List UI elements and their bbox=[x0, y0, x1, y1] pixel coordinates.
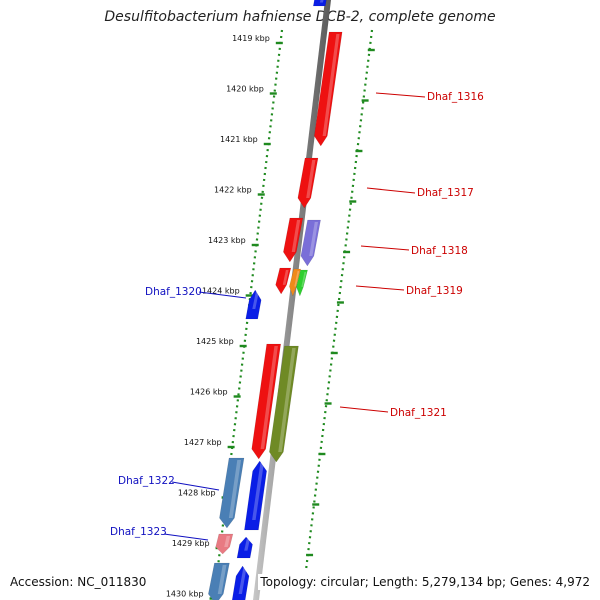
feature-dhaf-1319-b-shine bbox=[294, 271, 300, 287]
kbp-tick-label: 1430 kbp bbox=[166, 590, 204, 599]
feature-dhaf-1318-body bbox=[283, 217, 304, 263]
label-dhaf-1321: Dhaf_1321 bbox=[390, 407, 447, 419]
feature-dhaf-1318-b-shine bbox=[309, 222, 318, 256]
genome-title: Desulfitobacterium hafniense DCB-2, comp… bbox=[104, 9, 496, 25]
feature-dhaf-1320-body bbox=[245, 289, 262, 320]
gene-labels: Dhaf_1316 Dhaf_1317 Dhaf_1318 Dhaf_1319 Dhaf… bbox=[110, 91, 484, 541]
feature-dhaf-1321-b bbox=[269, 345, 299, 463]
feature-dhaf-1316 bbox=[314, 31, 343, 147]
label-dhaf-1322-leader bbox=[171, 481, 220, 491]
feature-dhaf-1320 bbox=[245, 289, 262, 320]
label-dhaf-1317: Dhaf_1317 bbox=[417, 187, 474, 199]
feature-dhaf-1322-shine bbox=[228, 460, 242, 518]
feature-dhaf-1317-body bbox=[297, 157, 319, 209]
kbp-tick-label: 1423 kbp bbox=[208, 236, 246, 245]
label-dhaf-1319-leader bbox=[355, 285, 405, 291]
feature-dhaf-1322-b-body bbox=[244, 460, 267, 531]
feature-dhaf-1319-b-body bbox=[289, 268, 302, 297]
label-dhaf-1320: Dhaf_1320 bbox=[145, 286, 202, 298]
feature-bottom-partial-shine bbox=[217, 565, 227, 594]
feature-dhaf-1322 bbox=[219, 457, 245, 529]
feature-dhaf-1321-b-body bbox=[269, 345, 299, 463]
feature-dhaf-1319-c bbox=[296, 269, 308, 297]
feature-dhaf-1317 bbox=[297, 157, 319, 209]
feature-dhaf-1321-b-shine bbox=[278, 348, 296, 452]
feature-dhaf-1316-shine bbox=[322, 34, 340, 136]
kbp-tick-label: 1426 kbp bbox=[190, 388, 228, 397]
dotted-scale-lines bbox=[212, 29, 374, 600]
feature-dhaf-1319-c-body bbox=[296, 269, 308, 297]
feature-top-partial-body bbox=[312, 0, 327, 7]
feature-dhaf-1318 bbox=[283, 217, 304, 263]
feature-dhaf-1323-body bbox=[215, 533, 234, 555]
feature-dhaf-1318-b bbox=[300, 219, 321, 267]
feature-dhaf-1318-b-body bbox=[300, 219, 321, 267]
feature-dhaf-1322-body bbox=[219, 457, 245, 529]
label-dhaf-1317-leader bbox=[366, 187, 416, 194]
kbp-tick-label: 1420 kbp bbox=[226, 85, 264, 94]
feature-bottom-partial bbox=[208, 562, 230, 600]
label-dhaf-1318: Dhaf_1318 bbox=[411, 245, 468, 257]
label-dhaf-1318-leader bbox=[360, 245, 410, 251]
right-dotted-line bbox=[305, 29, 374, 569]
feature-dhaf-1321 bbox=[251, 343, 282, 460]
label-dhaf-1322: Dhaf_1322 bbox=[118, 475, 175, 487]
feature-dhaf-1319-shine bbox=[282, 270, 289, 285]
label-dhaf-1323-leader bbox=[163, 533, 209, 541]
feature-dhaf-1319-b bbox=[289, 268, 302, 297]
label-dhaf-1323: Dhaf_1323 bbox=[110, 526, 167, 538]
feature-dhaf-1323 bbox=[215, 533, 234, 555]
kbp-tick-label: 1429 kbp bbox=[172, 539, 210, 548]
feature-dhaf-1321-body bbox=[251, 343, 282, 460]
feature-top-partial-shine bbox=[319, 0, 324, 3]
feature-dhaf-1317-shine bbox=[306, 160, 316, 198]
topology-text: Topology: circular; Length: 5,279,134 bp… bbox=[258, 574, 592, 590]
label-dhaf-1320-leader bbox=[198, 291, 247, 299]
feature-dhaf-1323-b bbox=[236, 536, 253, 559]
feature-dhaf-1322-b-shine bbox=[252, 463, 264, 520]
feature-bottom-partial-b-body bbox=[231, 565, 250, 600]
feature-dhaf-1323-b-shine bbox=[244, 539, 250, 551]
feature-dhaf-1323-shine bbox=[224, 536, 231, 547]
feature-bottom-partial-b bbox=[231, 565, 250, 600]
kbp-tick-label: 1419 kbp bbox=[232, 34, 270, 43]
feature-dhaf-1323-b-body bbox=[236, 536, 253, 559]
feature-bottom-partial-b-shine bbox=[238, 568, 247, 594]
kbp-tick-label: 1422 kbp bbox=[214, 186, 252, 195]
feature-dhaf-1319-c-shine bbox=[301, 272, 307, 287]
label-dhaf-1321-leader bbox=[339, 406, 389, 413]
feature-dhaf-1320-shine bbox=[252, 292, 259, 309]
feature-top-partial bbox=[312, 0, 327, 7]
kbp-tick-label: 1427 kbp bbox=[184, 438, 222, 447]
feature-dhaf-1319 bbox=[275, 267, 292, 295]
feature-bottom-partial-body bbox=[208, 562, 230, 600]
feature-dhaf-1322-b bbox=[244, 460, 267, 531]
feature-dhaf-1321-shine bbox=[260, 346, 278, 449]
kbp-tick-label: 1421 kbp bbox=[220, 135, 258, 144]
feature-dhaf-1316-body bbox=[314, 31, 343, 147]
label-dhaf-1316-leader bbox=[375, 92, 426, 98]
kbp-tick-label: 1424 kbp bbox=[202, 287, 240, 296]
kbp-tick-label: 1425 kbp bbox=[196, 337, 234, 346]
feature-dhaf-1318-shine bbox=[291, 220, 301, 252]
label-dhaf-1319: Dhaf_1319 bbox=[406, 285, 463, 297]
gene-features bbox=[208, 0, 343, 600]
label-dhaf-1316: Dhaf_1316 bbox=[427, 91, 484, 103]
kbp-tick-label: 1428 kbp bbox=[178, 489, 216, 498]
kbp-scale: 1419 kbp 1420 kbp 1421 kbp 1422 kbp 1423 kbp… bbox=[166, 34, 375, 600]
accession-text: Accession: NC_011830 bbox=[8, 574, 149, 590]
feature-dhaf-1319-body bbox=[275, 267, 292, 295]
